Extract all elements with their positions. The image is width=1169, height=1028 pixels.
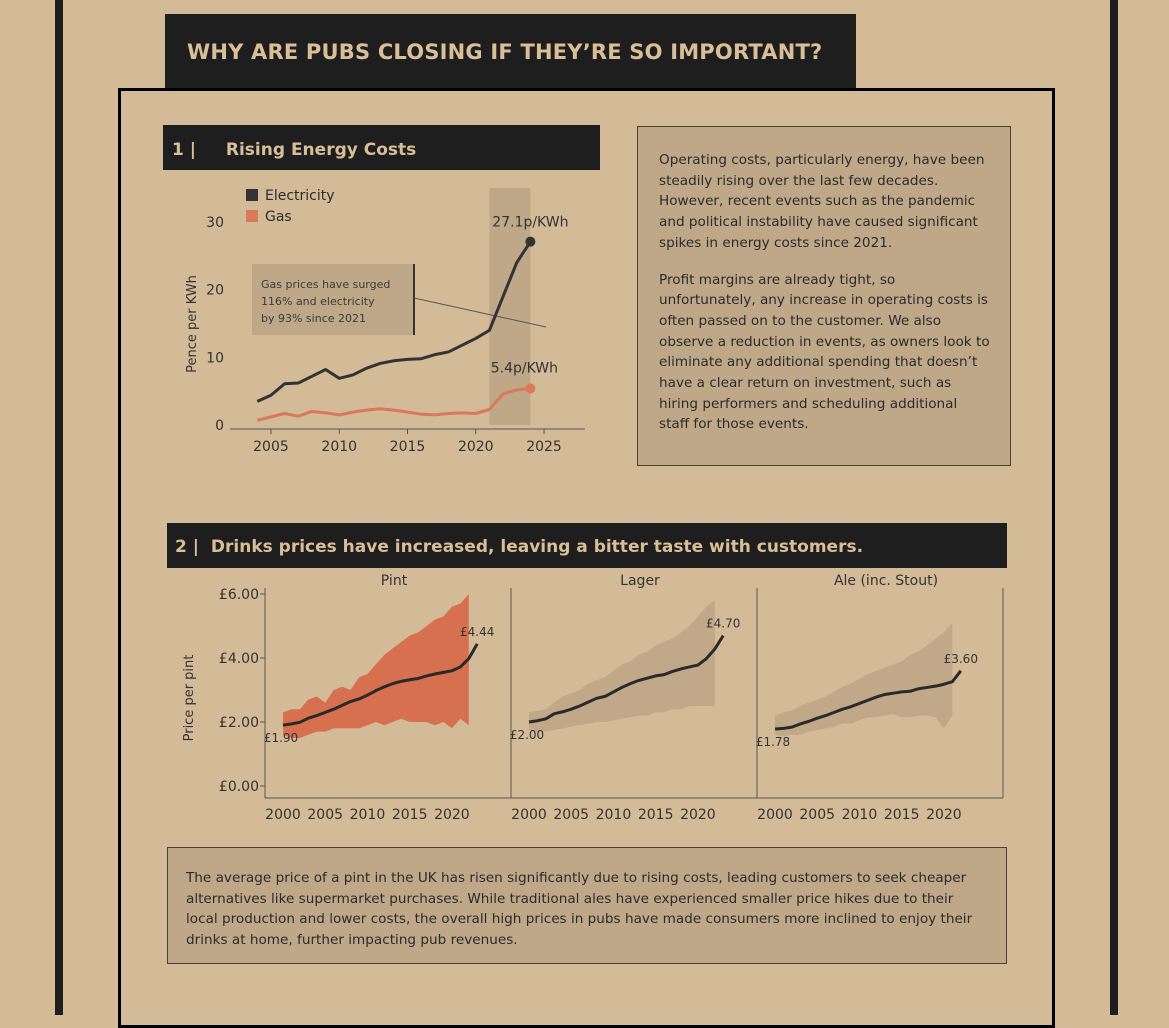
start-price-label: £1.78 <box>756 735 790 749</box>
x-tick-label: 2015 <box>884 807 920 823</box>
section1-header: 1 | Rising Energy Costs <box>163 125 600 170</box>
annotation-leader-line <box>413 297 547 328</box>
legend-label: Electricity <box>265 188 335 204</box>
section2-textbox: The average price of a pint in the UK ha… <box>167 847 1007 964</box>
price-range-band <box>529 600 715 732</box>
left-border-bar <box>55 0 63 1015</box>
section2-header: 2 | Drinks prices have increased, leavin… <box>167 523 1007 568</box>
energy-chart: 2005 2010 2015 2020 2025 0 10 20 30 Pence per KWh… <box>185 188 585 455</box>
legend-swatch <box>246 189 258 201</box>
x-tick-label: 2010 <box>321 439 357 455</box>
x-tick-label: 2005 <box>307 807 343 823</box>
x-tick-label: 2000 <box>265 807 301 823</box>
y-tick-label: £2.00 <box>219 715 259 731</box>
recent-years-band <box>489 188 531 425</box>
x-tick-label: 2005 <box>799 807 835 823</box>
annotation-box <box>252 264 414 335</box>
x-tick-label: 2020 <box>434 807 470 823</box>
drinks-chart: Price per pint £0.00 £2.00 £4.00 £6.00 Pint £1… <box>182 573 1004 823</box>
section2-title: Drinks prices have increased, leaving a … <box>210 537 864 557</box>
y-tick-label: 30 <box>206 215 224 231</box>
x-tick-label: 2015 <box>392 807 428 823</box>
end-price-label: £3.60 <box>944 652 978 666</box>
section1-title: Rising Energy Costs <box>225 140 417 160</box>
end-price-label: £4.44 <box>460 625 494 639</box>
x-tick-label: 2010 <box>842 807 878 823</box>
price-range-band <box>283 594 469 738</box>
price-range-band <box>775 622 953 737</box>
x-tick-label: 2015 <box>638 807 674 823</box>
electricity-end-label: 27.1p/KWh <box>492 215 568 231</box>
y-axis-title: Pence per KWh <box>185 275 200 373</box>
gas-line <box>256 386 531 422</box>
page-title: WHY ARE PUBS CLOSING IF THEY’RE SO IMPOR… <box>165 14 856 88</box>
section1-paragraph-1: Operating costs, particularly energy, ha… <box>659 152 985 251</box>
legend-swatch <box>246 210 258 222</box>
end-price-label: £4.70 <box>706 617 740 631</box>
x-tick-label: 2010 <box>596 807 632 823</box>
panel-title: Ale (inc. Stout) <box>834 573 938 589</box>
x-tick-label: 2000 <box>511 807 547 823</box>
x-tick-label: 2000 <box>757 807 793 823</box>
x-tick-label: 2020 <box>458 439 494 455</box>
x-tick-label: 2005 <box>253 439 289 455</box>
y-tick-label: £6.00 <box>219 587 259 603</box>
gas-end-label: 5.4p/KWh <box>491 360 558 376</box>
average-price-line <box>528 634 725 724</box>
y-tick-label: 20 <box>206 283 224 299</box>
x-tick-label: 2010 <box>350 807 386 823</box>
section2-paragraph: The average price of a pint in the UK ha… <box>186 870 973 949</box>
x-tick-label: 2020 <box>680 807 716 823</box>
average-price-line <box>774 669 962 731</box>
x-tick-label: 2020 <box>926 807 962 823</box>
section1-textbox: Operating costs, particularly energy, ha… <box>637 126 1011 466</box>
gas-end-point <box>525 383 536 394</box>
y-tick-label: 0 <box>215 418 224 434</box>
section2-number: 2 | <box>175 537 199 557</box>
panel-title: Pint <box>381 573 408 589</box>
legend-label: Gas <box>265 209 292 225</box>
y-tick-label: £4.00 <box>219 651 259 667</box>
electricity-end-point <box>525 236 536 247</box>
right-border-bar <box>1110 0 1118 1015</box>
annotation-text: Gas prices have surged 116% and electrici… <box>261 278 390 325</box>
start-price-label: £2.00 <box>510 728 544 742</box>
average-price-line <box>282 643 479 727</box>
section1-number: 1 | <box>172 140 196 160</box>
y-tick-label: 10 <box>206 350 224 366</box>
section1-paragraph-2: Profit margins are already tight, so unf… <box>659 271 990 433</box>
start-price-label: £1.90 <box>264 731 298 745</box>
x-tick-label: 2015 <box>390 439 426 455</box>
electricity-line <box>256 240 532 403</box>
panel-title: Lager <box>620 573 660 589</box>
y-axis-title: Price per pint <box>182 655 197 742</box>
y-tick-label: £0.00 <box>219 779 259 795</box>
x-tick-label: 2025 <box>526 439 562 455</box>
x-tick-label: 2005 <box>553 807 589 823</box>
